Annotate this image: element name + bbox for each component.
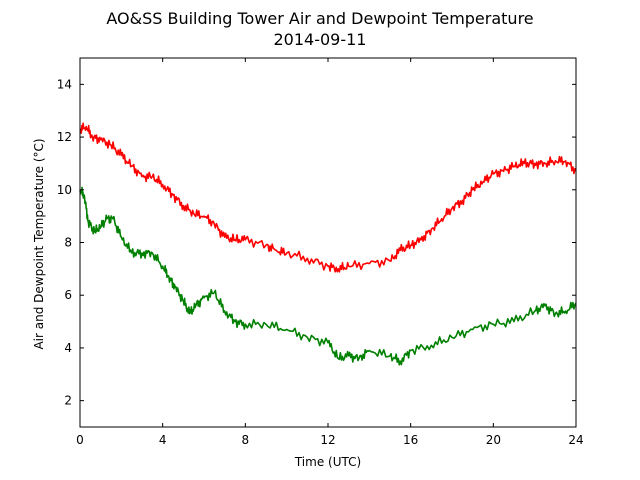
y-axis-label: Air and Dewpoint Temperature (°C) bbox=[32, 138, 46, 349]
y-tick-label: 2 bbox=[64, 394, 72, 408]
plot-frame bbox=[79, 57, 577, 428]
y-tick-label: 14 bbox=[57, 77, 72, 91]
y-tick-label: 4 bbox=[64, 341, 72, 355]
series-layer bbox=[79, 122, 577, 366]
y-tick-label: 6 bbox=[64, 288, 72, 302]
series-line-2 bbox=[79, 186, 577, 366]
x-tick-label: 4 bbox=[159, 433, 167, 447]
chart-subtitle: 2014-09-11 bbox=[274, 30, 367, 49]
y-tick-label: 12 bbox=[57, 130, 72, 144]
y-tick-label: 10 bbox=[57, 183, 72, 197]
x-tick-label: 16 bbox=[403, 433, 418, 447]
x-tick-label: 12 bbox=[320, 433, 335, 447]
x-axis-ticks: 0 4 8 12 16 20 24 bbox=[76, 58, 584, 447]
y-tick-label: 8 bbox=[64, 236, 72, 250]
chart-title: AO&SS Building Tower Air and Dewpoint Te… bbox=[106, 9, 533, 28]
x-tick-label: 0 bbox=[76, 433, 84, 447]
y-axis-ticks: 2 4 6 8 10 12 14 bbox=[57, 77, 576, 408]
x-tick-label: 24 bbox=[568, 433, 583, 447]
x-tick-label: 20 bbox=[486, 433, 501, 447]
series-line-1 bbox=[79, 122, 577, 273]
x-tick-label: 8 bbox=[242, 433, 250, 447]
x-axis-label: Time (UTC) bbox=[294, 455, 361, 469]
